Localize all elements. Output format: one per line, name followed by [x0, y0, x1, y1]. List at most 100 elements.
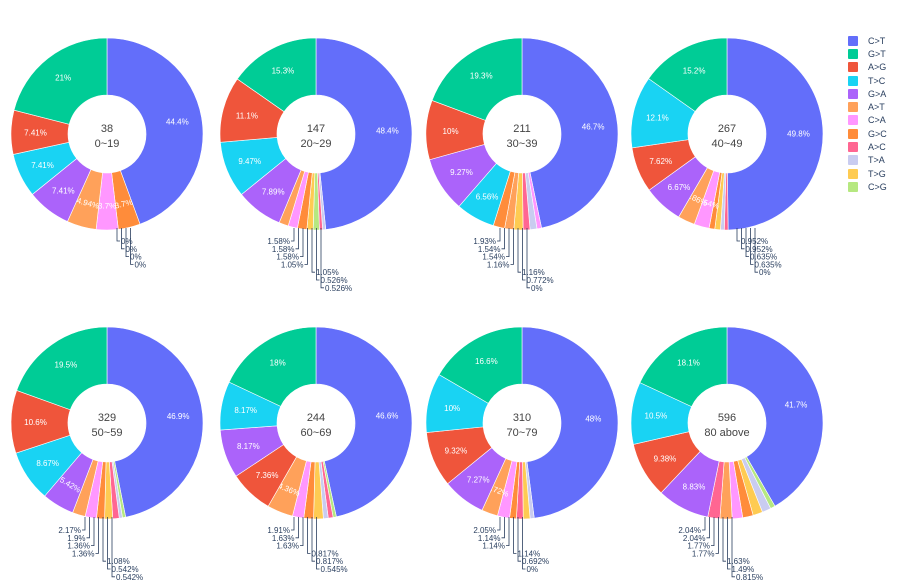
- outside-slice-label: 1.14%: [518, 549, 541, 558]
- donut-chart: 48%2.72%7.27%9.32%10%16.6%31070~792.05%1…: [425, 326, 619, 574]
- outside-slice-label: 0%: [759, 268, 771, 277]
- legend-item[interactable]: A>C: [848, 140, 900, 153]
- slice-label: 9.32%: [445, 446, 468, 455]
- outside-slice-label: 0.952%: [746, 245, 773, 254]
- pie-slice: [726, 37, 824, 231]
- leader-line: [513, 517, 517, 554]
- outside-slice-label: 2.04%: [678, 526, 701, 535]
- leader-line: [95, 517, 99, 554]
- donut-chart: 46.6%4.36%7.36%8.17%8.17%18%24460~691.91…: [219, 326, 413, 574]
- donut-chart: 41.7% 8.83% 9.38% 10.5% 18.1% 596 80 above 2.04…: [630, 326, 824, 582]
- center-label: 60~69: [301, 427, 332, 439]
- slice-label: 46.6%: [376, 411, 399, 420]
- slice-label: 9.38%: [654, 454, 677, 463]
- leader-line: [506, 517, 510, 546]
- outside-slice-label: 1.58%: [267, 237, 290, 246]
- outside-slice-label: 1.58%: [276, 253, 299, 262]
- pie-slice: [228, 326, 317, 407]
- leader-line: [107, 517, 111, 570]
- slice-label: 6.56%: [476, 192, 499, 201]
- legend-item[interactable]: A>T: [848, 100, 900, 113]
- leader-line: [86, 517, 90, 539]
- leader-line: [731, 517, 735, 578]
- legend-item[interactable]: T>A: [848, 154, 900, 167]
- legend-swatch: [848, 115, 858, 126]
- legend-item[interactable]: C>T: [848, 34, 900, 47]
- legend-item[interactable]: C>A: [848, 114, 900, 127]
- center-count: 596: [718, 412, 736, 424]
- outside-slice-label: 0.526%: [321, 276, 348, 285]
- slice-label: 7.41%: [24, 129, 47, 138]
- center-count: 310: [513, 412, 531, 424]
- outside-slice-label: 1.54%: [482, 253, 505, 262]
- pie-slice: [639, 326, 728, 407]
- legend-label: T>G: [868, 168, 886, 179]
- legend-item[interactable]: T>C: [848, 74, 900, 87]
- center-label: 80 above: [704, 427, 749, 439]
- outside-slice-label: 0.542%: [116, 573, 143, 582]
- leader-line: [702, 517, 706, 531]
- slice-label: 6.67%: [668, 183, 691, 192]
- legend-label: A>G: [868, 62, 887, 73]
- outside-slice-label: 1.14%: [478, 534, 501, 543]
- leader-line: [736, 228, 740, 242]
- pie-slice: [438, 326, 523, 404]
- slice-label: 12.1%: [646, 113, 669, 122]
- pie-slice: [315, 326, 413, 518]
- outside-slice-label: 1.36%: [72, 549, 95, 558]
- legend-item[interactable]: C>G: [848, 180, 900, 193]
- slice-label: 7.27%: [467, 476, 490, 485]
- legend-item[interactable]: G>A: [848, 87, 900, 100]
- leader-line: [111, 517, 115, 578]
- slice-label: 8.17%: [237, 442, 260, 451]
- legend-swatch: [848, 128, 858, 139]
- slice-label: 7.62%: [649, 157, 672, 166]
- pie-slice: [726, 326, 824, 507]
- outside-slice-label: 0.635%: [755, 260, 782, 269]
- legend-swatch: [848, 48, 858, 59]
- leader-line: [307, 517, 311, 554]
- pie-slice: [16, 326, 108, 411]
- leader-line: [316, 517, 320, 570]
- slice-label: 11.1%: [236, 112, 258, 121]
- slice-label: 19.3%: [470, 71, 493, 80]
- slice-label: 46.9%: [167, 412, 190, 421]
- slice-label: 10.6%: [24, 418, 47, 427]
- leader-line: [715, 517, 719, 554]
- donut-chart: 49.8%2.54%2.86%6.67%7.62%12.1%15.2%26740…: [630, 37, 824, 277]
- legend-item[interactable]: A>G: [848, 61, 900, 74]
- leader-line: [727, 517, 731, 570]
- legend-item[interactable]: G>C: [848, 127, 900, 140]
- slice-label: 19.5%: [55, 360, 78, 369]
- center-count: 211: [513, 123, 531, 135]
- outside-slice-label: 1.93%: [473, 237, 496, 246]
- slice-label: 15.2%: [683, 67, 706, 76]
- leader-line: [506, 228, 510, 258]
- center-label: 70~79: [507, 427, 538, 439]
- outside-slice-label: 2.17%: [58, 526, 81, 535]
- center-count: 329: [98, 412, 116, 424]
- pie-slice: [315, 37, 413, 230]
- slice-label: 48.4%: [376, 126, 399, 135]
- leader-line: [300, 517, 304, 546]
- outside-slice-label: 1.9%: [67, 534, 85, 543]
- outside-slice-label: 0%: [126, 245, 138, 254]
- leader-line: [295, 228, 299, 250]
- leader-line: [291, 228, 295, 242]
- donut-chart: 48.4%7.89%9.47%11.1%15.3%14720~291.58%1.…: [219, 37, 413, 293]
- leader-line: [102, 517, 106, 562]
- donut-chart: 44.4%3.7%3.7%4.94%7.41%7.41%7.41%21%380~…: [10, 37, 204, 269]
- legend-swatch: [848, 35, 858, 46]
- slice-label: 44.4%: [166, 118, 189, 127]
- slice-label: 10%: [444, 404, 460, 413]
- legend-item[interactable]: G>T: [848, 47, 900, 60]
- leader-line: [501, 517, 505, 539]
- leader-line: [311, 517, 315, 562]
- center-label: 50~59: [92, 427, 123, 439]
- outside-slice-label: 1.05%: [316, 268, 339, 277]
- center-count: 267: [718, 123, 736, 135]
- legend-item[interactable]: T>G: [848, 167, 900, 180]
- leader-line: [121, 228, 125, 250]
- slice-label: 7.41%: [52, 187, 75, 196]
